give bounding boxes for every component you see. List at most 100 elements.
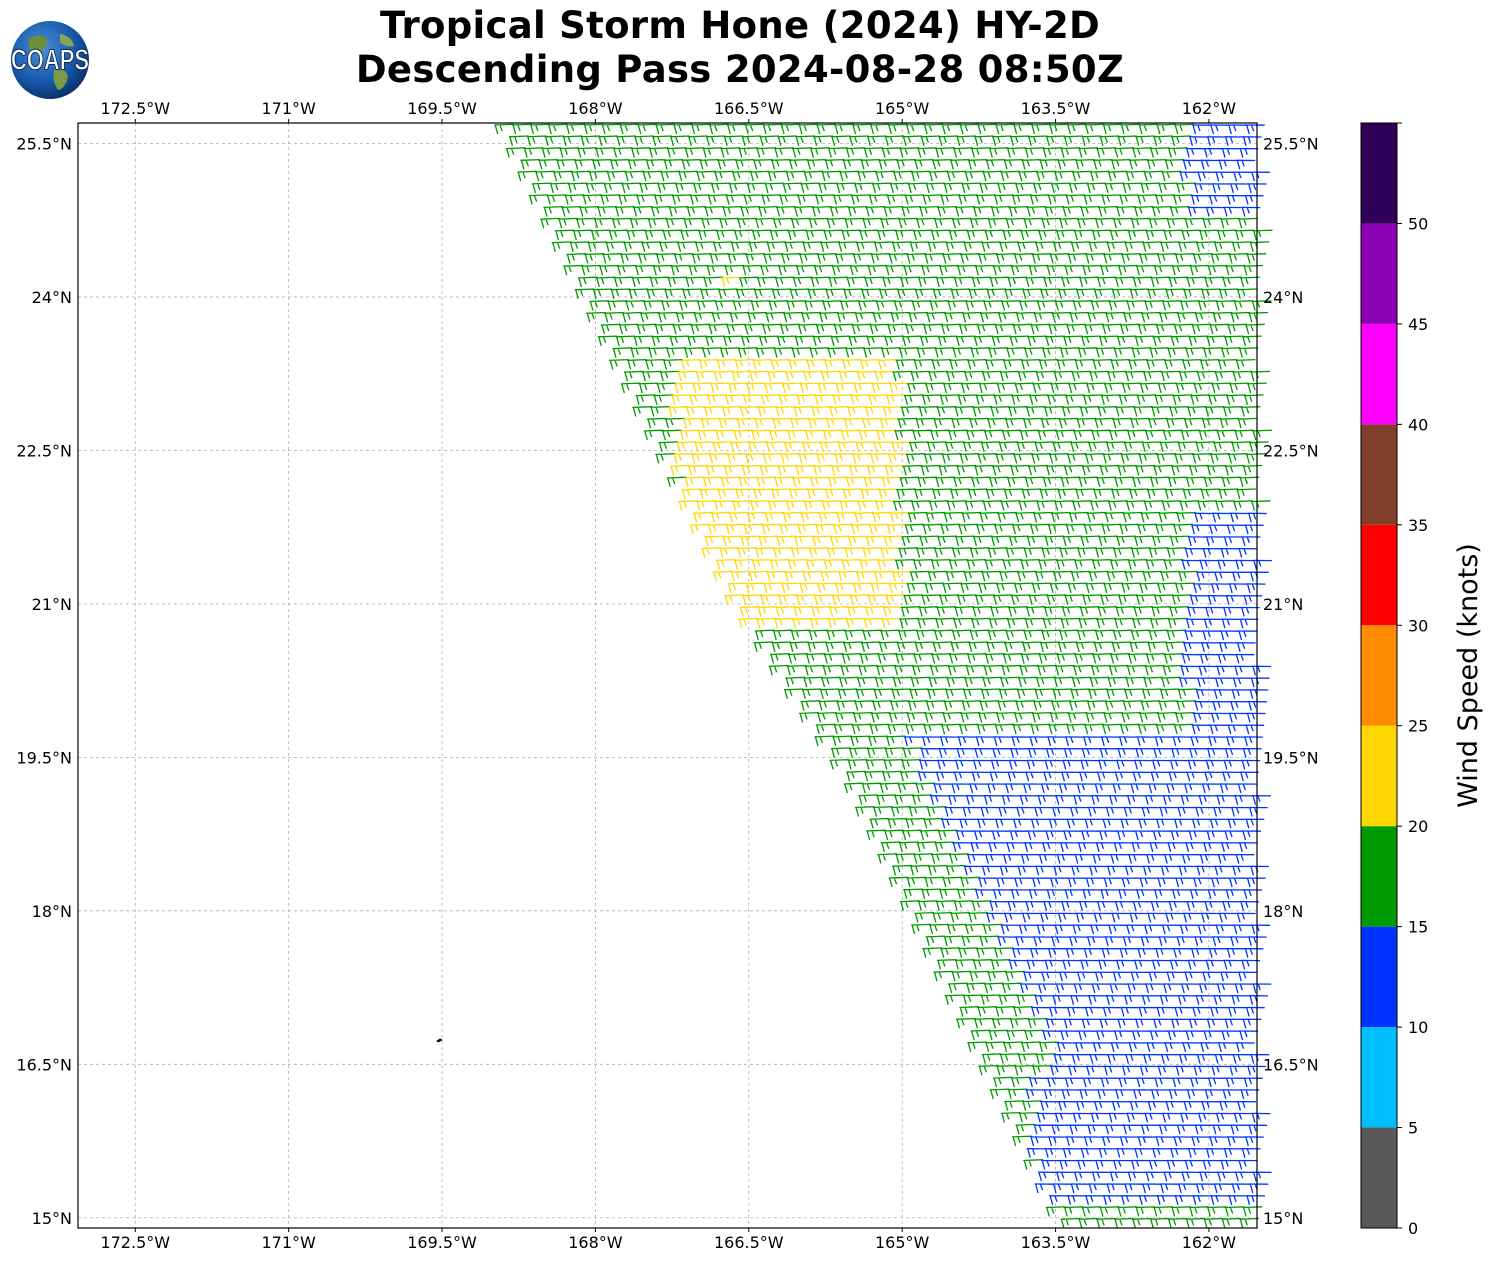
wind-barb (939, 594, 959, 605)
wind-barb (961, 511, 982, 523)
wind-barb (970, 347, 991, 358)
wind-barb (520, 158, 541, 170)
wind-barb (1152, 748, 1173, 758)
wind-barb (623, 241, 644, 252)
wind-barb (1187, 759, 1207, 770)
wind-barb (1170, 748, 1190, 758)
wind-barb (986, 783, 1006, 794)
wind-barb (1104, 1124, 1125, 1135)
wind-barb (990, 205, 1011, 217)
wind-barb (929, 795, 949, 805)
wind-barb (1085, 253, 1106, 264)
wind-barb (1184, 1159, 1204, 1170)
wind-barb (1012, 723, 1033, 735)
wind-barb (544, 135, 565, 146)
wind-barb (813, 135, 833, 146)
wind-barb (1186, 1089, 1206, 1100)
wind-barb (1186, 276, 1207, 288)
wind-barb (1113, 1030, 1133, 1041)
wind-barb (1006, 617, 1027, 629)
wind-barb (745, 582, 766, 594)
wind-barb (1217, 653, 1237, 664)
wind-barb (675, 311, 696, 323)
wind-barb (1195, 995, 1215, 1005)
wind-barb (508, 135, 529, 146)
wind-barb (734, 358, 755, 370)
wind-barb (935, 476, 955, 488)
wind-barb (1016, 688, 1037, 699)
wind-barb (970, 617, 991, 629)
wind-barb (799, 711, 819, 723)
wind-barb (1023, 347, 1044, 358)
wind-barb (861, 782, 882, 794)
wind-barb (919, 829, 940, 841)
wind-barb (938, 464, 959, 476)
y-tick-label-right: 16.5°N (1263, 1055, 1319, 1074)
wind-barb (747, 441, 768, 452)
wind-barb (903, 888, 923, 899)
wind-barb (1041, 1159, 1061, 1170)
wind-barb (1079, 1089, 1099, 1100)
wind-barb (1244, 194, 1264, 205)
wind-barb (868, 394, 888, 405)
wind-barb (867, 264, 888, 276)
wind-barb (1220, 842, 1240, 852)
wind-barb (1178, 370, 1199, 382)
wind-barb (1122, 700, 1143, 711)
wind-barb (891, 241, 912, 252)
wind-barb (1208, 948, 1228, 958)
wind-barb (1050, 700, 1071, 711)
wind-barb (1145, 558, 1166, 570)
wind-barb (1089, 370, 1109, 382)
wind-barb (809, 347, 830, 358)
wind-barb (687, 464, 708, 476)
wind-barb (736, 417, 757, 429)
wind-barb (974, 264, 995, 276)
wind-barb (1064, 1077, 1084, 1088)
wind-barb (646, 288, 667, 299)
wind-barb (1137, 194, 1157, 205)
wind-barb (1103, 877, 1123, 888)
wind-barb (1137, 1136, 1157, 1147)
wind-barb (1233, 665, 1254, 676)
wind-barb (606, 170, 627, 182)
wind-barb (857, 500, 877, 511)
wind-barb (731, 370, 752, 382)
wind-barb (1086, 936, 1106, 947)
wind-barb (882, 606, 903, 617)
wind-barb (1054, 300, 1075, 311)
wind-barb (971, 276, 992, 288)
wind-barb (848, 135, 869, 146)
wind-barb (1003, 641, 1024, 652)
wind-barb (777, 135, 798, 146)
wind-barb (1047, 523, 1068, 535)
wind-barb (869, 453, 890, 464)
wind-barb (738, 276, 759, 288)
wind-barb (982, 500, 1003, 511)
wind-barb (892, 370, 913, 382)
wind-barb (1223, 206, 1243, 217)
wind-barb (817, 382, 838, 394)
wind-barb (837, 688, 858, 699)
wind-barb (1144, 1112, 1164, 1123)
wind-barb (974, 135, 994, 146)
wind-barb (934, 347, 955, 358)
wind-barb (1200, 488, 1221, 499)
wind-barb (877, 853, 898, 864)
wind-barb (1120, 1006, 1140, 1017)
wind-barb (929, 300, 950, 311)
wind-barb (896, 288, 917, 299)
wind-barb (1008, 406, 1028, 417)
wind-barb (901, 335, 922, 346)
wind-barb (1075, 1100, 1095, 1111)
wind-barb (1033, 1124, 1053, 1135)
wind-barb (1004, 288, 1024, 299)
wind-barb (1049, 253, 1070, 264)
wind-barb (956, 264, 977, 276)
wind-barb (1084, 723, 1104, 735)
wind-barb (632, 406, 653, 417)
wind-barb (1005, 970, 1025, 982)
wind-barb (818, 700, 839, 711)
wind-barb (940, 947, 960, 958)
wind-barb (1046, 394, 1067, 405)
